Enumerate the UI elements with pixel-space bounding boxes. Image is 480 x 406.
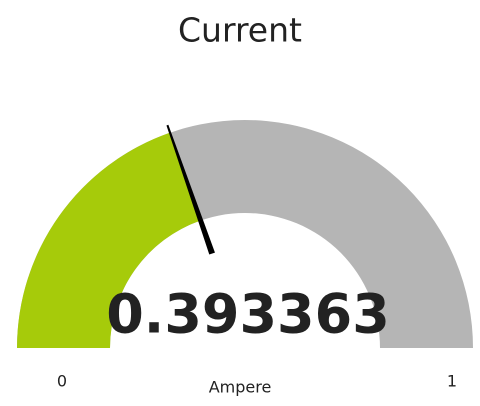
chart-title: Current <box>178 11 302 50</box>
max-label: 1 <box>447 372 457 391</box>
gauge-needle <box>166 124 215 255</box>
unit-label: Ampere <box>209 378 272 397</box>
min-label: 0 <box>57 372 67 391</box>
gauge-value-arc <box>17 132 201 348</box>
gauge-value-label: 0.393363 <box>106 283 390 346</box>
